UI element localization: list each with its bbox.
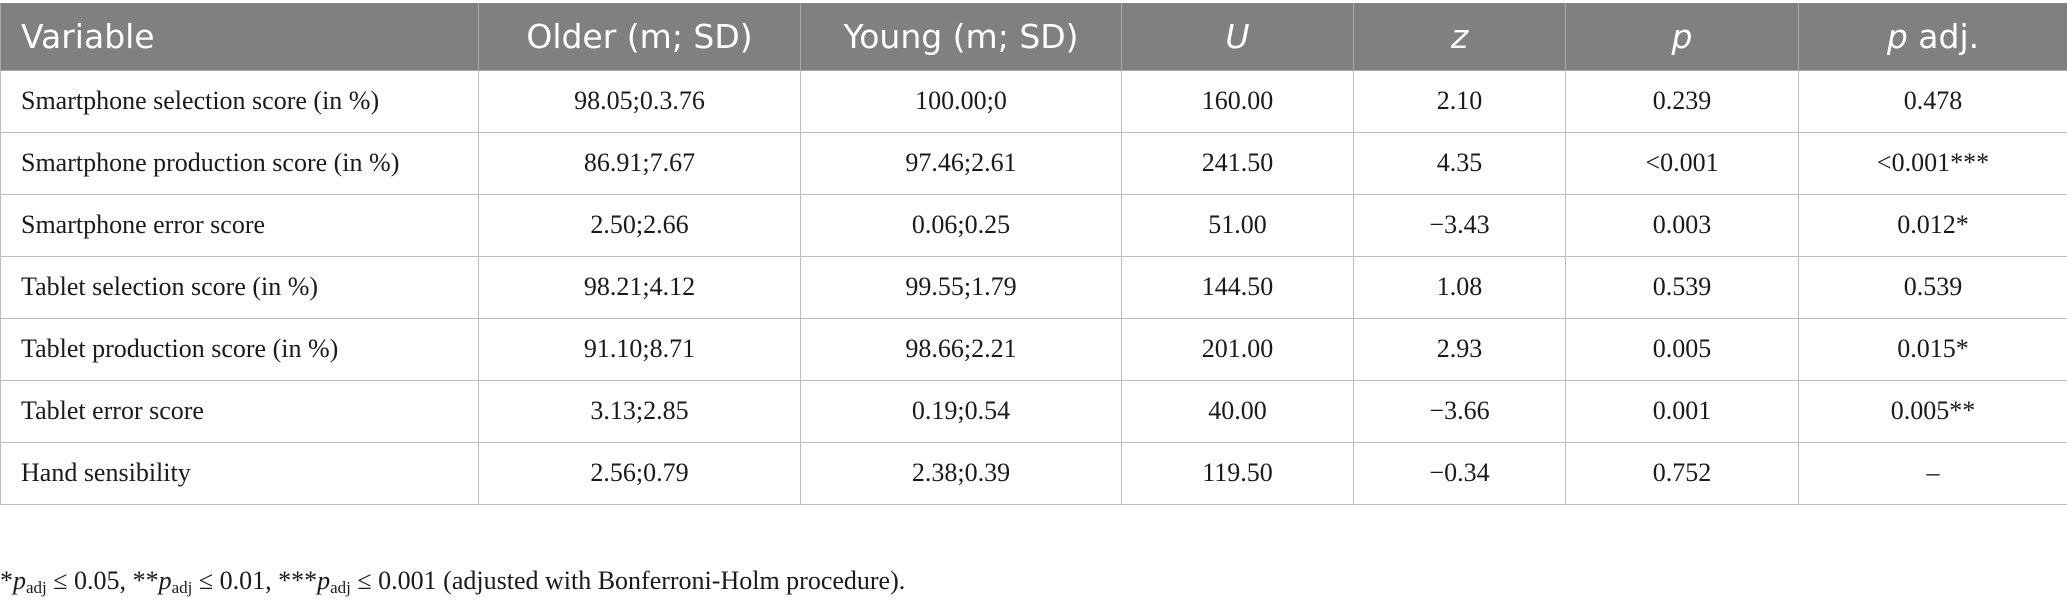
header-row: Variable Older (m; SD) Young (m; SD) U z… xyxy=(0,3,2067,71)
cell-u: 51.00 xyxy=(1121,193,1354,257)
footnote-star-1: * xyxy=(0,566,13,595)
cell-z: 1.08 xyxy=(1353,255,1566,319)
cell-p: <0.001 xyxy=(1565,131,1799,195)
cell-z: −3.66 xyxy=(1353,379,1566,443)
cell-p: 0.003 xyxy=(1565,193,1799,257)
footnote-threshold-1: ≤ 0.05, xyxy=(46,566,133,595)
cell-older: 98.05;0.3.76 xyxy=(478,69,801,133)
cell-z: 4.35 xyxy=(1353,131,1566,195)
table-footnote: *padj ≤ 0.05, **padj ≤ 0.01, ***padj ≤ 0… xyxy=(0,566,905,598)
header-p-adj: p adj. xyxy=(1798,3,2067,71)
table-row: Smartphone error score 2.50;2.66 0.06;0.… xyxy=(0,193,2067,257)
cell-u: 40.00 xyxy=(1121,379,1354,443)
header-p-adj-symbol: p xyxy=(1886,16,1908,56)
cell-z: −0.34 xyxy=(1353,441,1566,505)
results-table: Variable Older (m; SD) Young (m; SD) U z… xyxy=(0,3,2067,505)
footnote-star-3: *** xyxy=(278,566,318,595)
cell-young: 100.00;0 xyxy=(800,69,1122,133)
cell-variable: Tablet selection score (in %) xyxy=(0,255,479,319)
cell-u: 241.50 xyxy=(1121,131,1354,195)
header-young: Young (m; SD) xyxy=(800,3,1122,71)
cell-p-adj: 0.005** xyxy=(1798,379,2067,443)
cell-u: 160.00 xyxy=(1121,69,1354,133)
cell-p-adj: 0.012* xyxy=(1798,193,2067,257)
header-u: U xyxy=(1121,3,1354,71)
cell-young: 99.55;1.79 xyxy=(800,255,1122,319)
cell-p-adj: 0.539 xyxy=(1798,255,2067,319)
cell-variable: Smartphone error score xyxy=(0,193,479,257)
footnote-threshold-3: ≤ 0.001 (adjusted with Bonferroni-Holm p… xyxy=(350,566,906,595)
cell-young: 0.06;0.25 xyxy=(800,193,1122,257)
cell-variable: Smartphone selection score (in %) xyxy=(0,69,479,133)
footnote-threshold-2: ≤ 0.01, xyxy=(192,566,279,595)
cell-u: 144.50 xyxy=(1121,255,1354,319)
cell-older: 86.91;7.67 xyxy=(478,131,801,195)
header-p: p xyxy=(1565,3,1799,71)
cell-p-adj: 0.015* xyxy=(1798,317,2067,381)
cell-p-adj: <0.001*** xyxy=(1798,131,2067,195)
footnote-adj-subscript: adj xyxy=(171,578,193,597)
cell-young: 98.66;2.21 xyxy=(800,317,1122,381)
table-row: Tablet selection score (in %) 98.21;4.12… xyxy=(0,255,2067,319)
cell-p-adj: – xyxy=(1798,441,2067,505)
cell-young: 2.38;0.39 xyxy=(800,441,1122,505)
cell-p: 0.001 xyxy=(1565,379,1799,443)
cell-variable: Tablet error score xyxy=(0,379,479,443)
footnote-p-symbol: p xyxy=(13,566,26,595)
table-row: Hand sensibility 2.56;0.79 2.38;0.39 119… xyxy=(0,441,2067,505)
cell-z: 2.93 xyxy=(1353,317,1566,381)
cell-variable: Hand sensibility xyxy=(0,441,479,505)
header-z: z xyxy=(1353,3,1566,71)
header-older: Older (m; SD) xyxy=(478,3,801,71)
table-row: Smartphone production score (in %) 86.91… xyxy=(0,131,2067,195)
table-row: Smartphone selection score (in %) 98.05;… xyxy=(0,69,2067,133)
cell-young: 97.46;2.61 xyxy=(800,131,1122,195)
cell-p-adj: 0.478 xyxy=(1798,69,2067,133)
cell-p: 0.239 xyxy=(1565,69,1799,133)
cell-older: 91.10;8.71 xyxy=(478,317,801,381)
cell-p: 0.752 xyxy=(1565,441,1799,505)
footnote-p-symbol: p xyxy=(317,566,331,595)
cell-older: 3.13;2.85 xyxy=(478,379,801,443)
cell-z: 2.10 xyxy=(1353,69,1566,133)
table-body: Smartphone selection score (in %) 98.05;… xyxy=(0,69,2067,505)
cell-older: 2.56;0.79 xyxy=(478,441,801,505)
cell-u: 201.00 xyxy=(1121,317,1354,381)
cell-p: 0.539 xyxy=(1565,255,1799,319)
cell-older: 2.50;2.66 xyxy=(478,193,801,257)
cell-variable: Tablet production score (in %) xyxy=(0,317,479,381)
table-header: Variable Older (m; SD) Young (m; SD) U z… xyxy=(0,3,2067,71)
footnote-adj-subscript: adj xyxy=(26,578,47,597)
cell-p: 0.005 xyxy=(1565,317,1799,381)
cell-variable: Smartphone production score (in %) xyxy=(0,131,479,195)
footnote-star-2: ** xyxy=(132,566,159,595)
table-row: Tablet error score 3.13;2.85 0.19;0.54 4… xyxy=(0,379,2067,443)
cell-young: 0.19;0.54 xyxy=(800,379,1122,443)
cell-older: 98.21;4.12 xyxy=(478,255,801,319)
cell-u: 119.50 xyxy=(1121,441,1354,505)
footnote-p-symbol: p xyxy=(158,566,172,595)
header-variable: Variable xyxy=(0,3,479,71)
results-table-container: Variable Older (m; SD) Young (m; SD) U z… xyxy=(0,3,2067,505)
table-row: Tablet production score (in %) 91.10;8.7… xyxy=(0,317,2067,381)
footnote-adj-subscript: adj xyxy=(330,578,351,597)
cell-z: −3.43 xyxy=(1353,193,1566,257)
